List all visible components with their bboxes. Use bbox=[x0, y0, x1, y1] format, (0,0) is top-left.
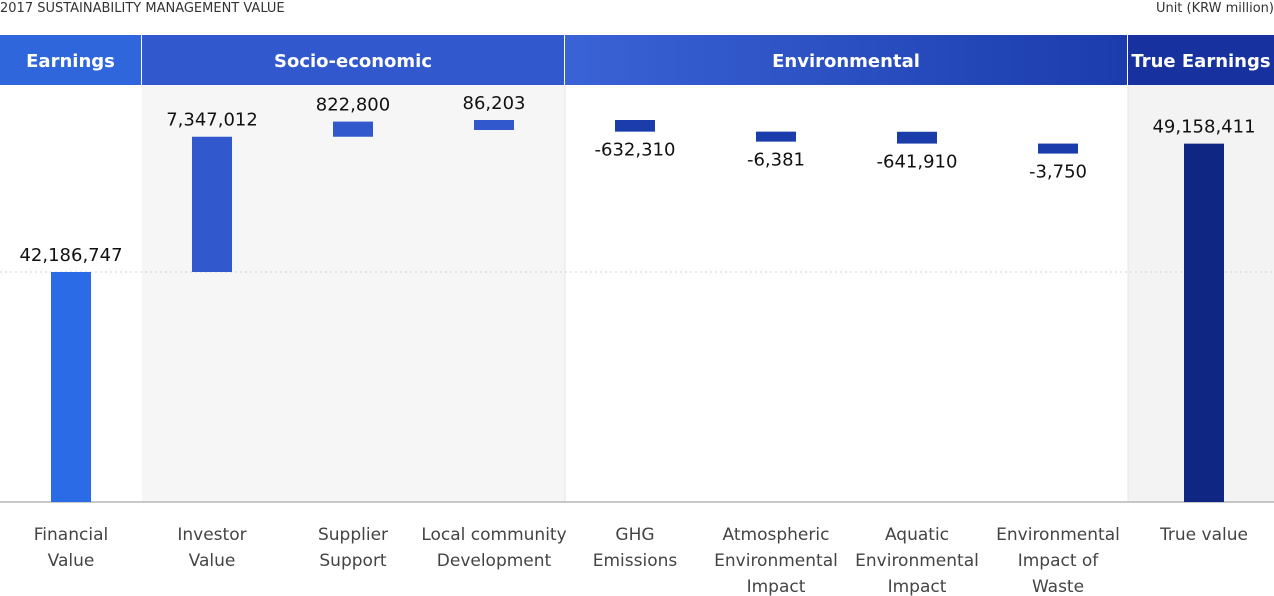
value-label: 7,347,012 bbox=[166, 110, 258, 131]
value-label: -6,381 bbox=[747, 150, 805, 171]
category-label: True value bbox=[1159, 525, 1248, 545]
value-label: 42,186,747 bbox=[19, 245, 122, 266]
category-labels-layer: Financial Value Investor Value Supplier Suppo… bbox=[34, 525, 1248, 596]
bars-layer bbox=[51, 120, 1224, 503]
value-label: 49,158,411 bbox=[1152, 117, 1255, 138]
category-label: Investor bbox=[177, 525, 246, 545]
value-label: -632,310 bbox=[595, 140, 676, 161]
category-label: Local community bbox=[421, 525, 566, 545]
header-true-earnings bbox=[1128, 35, 1274, 85]
header-environmental-label: Environmental bbox=[772, 51, 920, 72]
bar-7 bbox=[897, 131, 937, 144]
bar-4 bbox=[474, 120, 514, 130]
category-label: Development bbox=[437, 551, 552, 571]
bar-8 bbox=[1038, 143, 1078, 154]
bar-9 bbox=[1184, 143, 1224, 503]
unit-label: Unit (KRW million) bbox=[1156, 1, 1274, 16]
bar-1 bbox=[51, 272, 91, 502]
header-earnings bbox=[0, 35, 141, 85]
category-label: Environmental bbox=[855, 551, 979, 571]
category-label: Financial bbox=[34, 525, 108, 545]
header-earnings-label: Earnings bbox=[26, 51, 115, 72]
header-socio-economic bbox=[142, 35, 564, 85]
category-label: Value bbox=[48, 551, 95, 571]
value-label: -641,910 bbox=[877, 152, 958, 173]
value-label: 822,800 bbox=[316, 95, 390, 116]
category-label: Emissions bbox=[593, 551, 678, 571]
value-label: -3,750 bbox=[1029, 162, 1087, 183]
header-true-earnings-label: True Earnings bbox=[1131, 51, 1270, 72]
category-label: Atmospheric bbox=[723, 525, 830, 545]
header-socio-economic-label: Socio-economic bbox=[274, 51, 432, 72]
category-label: Support bbox=[319, 551, 387, 571]
category-label: Aquatic bbox=[885, 525, 949, 545]
category-label: Impact bbox=[747, 577, 806, 596]
category-label: Waste bbox=[1032, 577, 1084, 596]
category-label: Environmental bbox=[996, 525, 1120, 545]
bar-2 bbox=[192, 136, 232, 272]
chart-title: 2017 SUSTAINABILITY MANAGEMENT VALUE bbox=[0, 1, 285, 16]
category-label: Environmental bbox=[714, 551, 838, 571]
category-label: Impact of bbox=[1018, 551, 1100, 571]
category-label: Supplier bbox=[318, 525, 388, 545]
value-label: 86,203 bbox=[463, 93, 526, 114]
value-labels-layer: 42,186,747 7,347,012 822,800 86,203 -632,310… bbox=[19, 93, 1255, 266]
bar-3 bbox=[333, 121, 373, 137]
category-label: Impact bbox=[888, 577, 947, 596]
header-environmental bbox=[565, 35, 1127, 85]
category-label: GHG bbox=[615, 525, 654, 545]
bar-5 bbox=[615, 120, 655, 132]
bar-6 bbox=[756, 131, 796, 142]
category-label: Value bbox=[189, 551, 236, 571]
